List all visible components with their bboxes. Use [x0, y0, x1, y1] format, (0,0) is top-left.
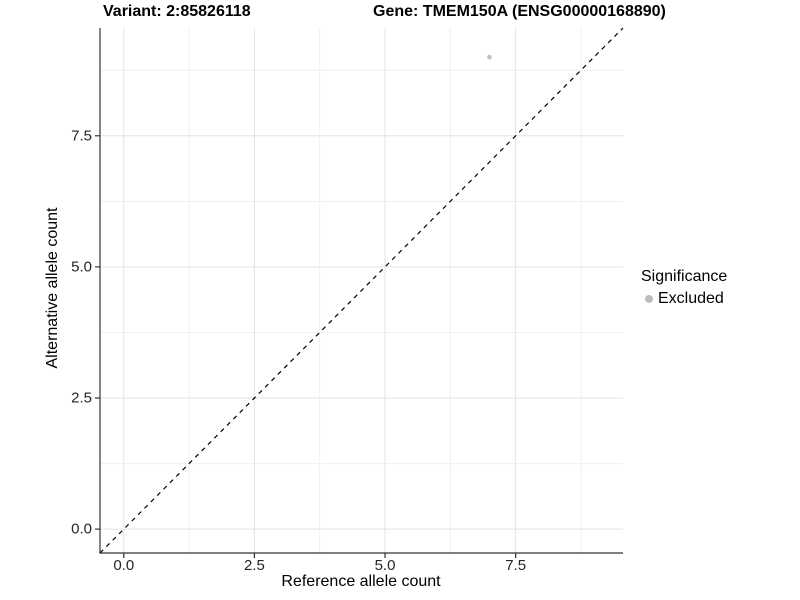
legend: Significance Excluded [641, 268, 727, 308]
data-point [487, 54, 492, 60]
legend-item-label: Excluded [658, 290, 724, 307]
legend-item: Excluded [641, 290, 727, 308]
y-axis-label: Alternative allele count [44, 207, 61, 369]
variant-title: Variant: 2:85826118 [103, 3, 251, 20]
y-tick-label: 5.0 [71, 258, 92, 276]
x-axis-label: Reference allele count [281, 573, 441, 590]
x-tick-label: 0.0 [113, 557, 135, 574]
y-tick-label: 2.5 [71, 389, 92, 407]
y-tick-label: 0.0 [71, 520, 92, 538]
x-tick-label: 2.5 [243, 557, 265, 574]
legend-point-icon [645, 295, 653, 303]
x-tick-label: 7.5 [505, 557, 527, 574]
y-tick-label: 7.5 [71, 127, 92, 145]
legend-title: Significance [641, 268, 728, 285]
x-tick-label: 5.0 [374, 557, 396, 574]
gene-title: Gene: TMEM150A (ENSG00000168890) [373, 3, 666, 20]
legend-items: Excluded [641, 290, 727, 308]
identity-reference-line [99, 27, 624, 554]
